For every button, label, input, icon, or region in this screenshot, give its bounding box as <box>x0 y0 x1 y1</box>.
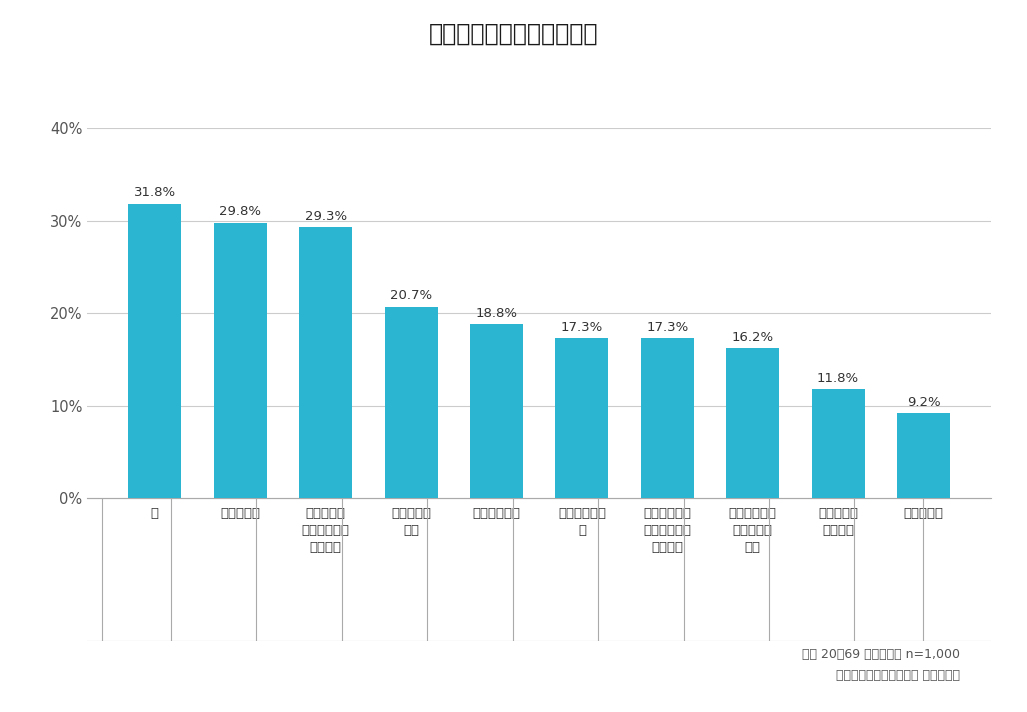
Bar <box>556 338 608 498</box>
Text: 29.8%: 29.8% <box>219 205 261 218</box>
Text: 17.3%: 17.3% <box>646 320 688 334</box>
Bar <box>214 223 267 498</box>
Text: たばこを選ぶ際の重要視点: たばこを選ぶ際の重要視点 <box>428 22 599 46</box>
Text: 20.7%: 20.7% <box>390 289 432 302</box>
Text: 全国 20～69 歳の喫煙者 n=1,000: 全国 20～69 歳の喫煙者 n=1,000 <box>802 648 960 661</box>
Bar <box>384 307 438 498</box>
Bar <box>470 325 523 498</box>
Text: スパコロ「利用実態調査 たばこ編」: スパコロ「利用実態調査 たばこ編」 <box>836 669 960 682</box>
Text: 11.8%: 11.8% <box>817 372 860 384</box>
Bar <box>299 227 352 498</box>
Bar <box>128 204 182 498</box>
Text: 17.3%: 17.3% <box>561 320 603 334</box>
Bar <box>641 338 694 498</box>
Text: 16.2%: 16.2% <box>731 331 773 344</box>
Text: 31.8%: 31.8% <box>134 187 176 199</box>
Text: 9.2%: 9.2% <box>907 396 941 409</box>
Text: 29.3%: 29.3% <box>305 209 347 223</box>
Bar <box>811 389 865 498</box>
Bar <box>897 413 950 498</box>
Bar <box>726 348 779 498</box>
Text: 18.8%: 18.8% <box>476 307 518 320</box>
